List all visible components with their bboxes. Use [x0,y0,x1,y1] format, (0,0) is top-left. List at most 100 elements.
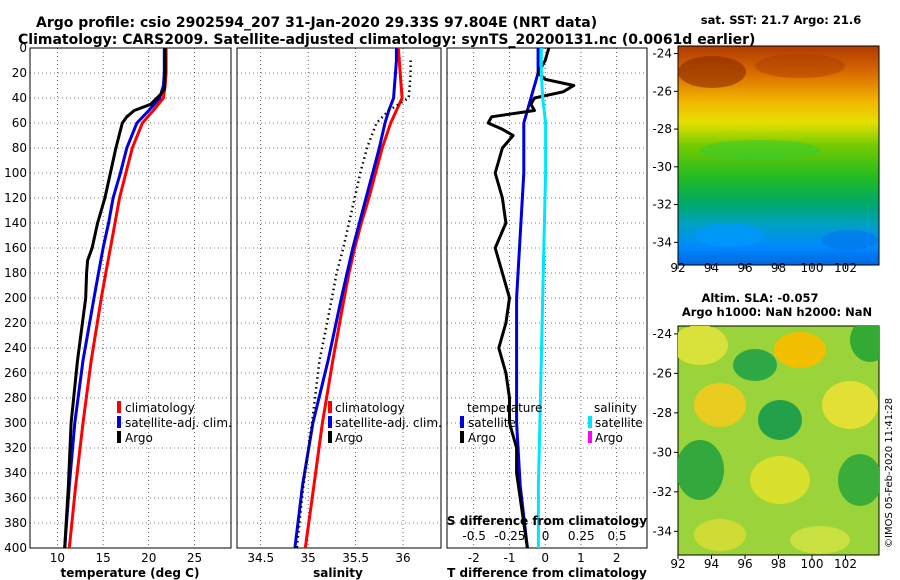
sla-high-patch [822,381,878,429]
x-tick-label: 2 [613,551,621,565]
series-line-argo [486,47,576,549]
legend-label-argo: Argo [125,431,153,445]
lon-tick-label: 102 [834,557,857,571]
lat-tick-label: -24 [652,327,672,341]
salinity-panel-frame [236,47,442,549]
sla-high-patch [750,456,810,504]
temperature-legend: climatology satellite-adj. clim. Argo [117,401,232,445]
legend-label-climatology: climatology [335,401,405,415]
sst-warm-patch [678,56,746,88]
sla-map-title-line2: Argo h1000: NaN h2000: NaN [682,305,872,319]
lat-tick-label: -26 [652,366,672,380]
legend-swatch-satellite [117,416,121,428]
sst-map-features [678,54,878,250]
depth-tick-label: 320 [4,441,27,455]
legend-label-satellite: satellite-adj. clim. [125,416,232,430]
x-tick-label: 15 [95,551,110,565]
sla-high-patch [790,526,850,554]
lon-tick-label: 100 [801,261,824,275]
depth-tick-label: 140 [4,216,27,230]
difference-top-xlabel: S difference from climatology [447,514,647,528]
depth-tick-label: 100 [4,166,27,180]
depth-tick-label: 160 [4,241,27,255]
depth-tick-label: 60 [12,116,27,130]
lon-tick-label: 92 [670,261,685,275]
depth-tick-label: 380 [4,516,27,530]
sla-low-patch [678,440,724,500]
series-line-satellite-adj-clim- [293,48,398,549]
legend-swatch-climatology [117,401,121,413]
difference-legend: temperature satellite Argo salinity sate… [460,401,643,445]
sst-band [700,140,820,160]
lon-tick-label: 92 [670,557,685,571]
legend-title-salinity: salinity [594,401,637,415]
sla-low-patch [758,400,802,440]
lat-tick-label: -28 [652,122,672,136]
lat-tick-label: -26 [652,84,672,98]
legend-swatch-s-satellite [588,416,592,428]
tick-layer: 0204060801001201401601802002202402602803… [4,41,626,565]
x-tick-label: 35 [301,551,316,565]
legend-title-temperature: temperature [467,401,542,415]
legend-swatch-s-argo [588,431,592,443]
sla-high-patch [694,519,746,551]
lat-tick-label: -32 [652,485,672,499]
sst-cool-patch [695,223,765,247]
legend-swatch-argo [117,431,121,443]
series-line-argo [295,60,412,549]
x-tick-label: 10 [50,551,65,565]
lon-tick-label: 102 [834,261,857,275]
x-tick-label: 0 [541,551,549,565]
depth-tick-label: 360 [4,491,27,505]
depth-tick-label: 280 [4,391,27,405]
x-tick-label: 34.5 [247,551,274,565]
legend-swatch-t-argo [460,431,464,443]
depth-tick-label: 180 [4,266,27,280]
salinity-xlabel: salinity [313,566,363,580]
lat-tick-label: -34 [652,235,672,249]
legend-swatch-satellite [328,416,332,428]
legend-label-t-argo: Argo [468,431,496,445]
lat-tick-label: -32 [652,198,672,212]
lat-tick-label: -24 [652,47,672,61]
lon-tick-label: 96 [737,557,752,571]
top-x-tick-label: 0 [542,529,550,543]
series-line-climatology [303,47,404,549]
sla-low-patch [838,454,879,506]
legend-swatch-argo [328,431,332,443]
depth-tick-label: 120 [4,191,27,205]
depth-tick-label: 0 [19,41,27,55]
sst-warm-patch [755,54,845,78]
series-line-satellite [515,48,540,549]
legend-swatch-climatology [328,401,332,413]
legend-label-s-satellite: satellite [595,416,643,430]
depth-tick-label: 40 [12,91,27,105]
top-x-tick-label: 0.25 [568,529,595,543]
lat-tick-label: -28 [652,406,672,420]
legend-label-climatology: climatology [125,401,195,415]
lat-tick-label: -30 [652,160,672,174]
sst-map-title: sat. SST: 21.7 Argo: 21.6 [701,13,861,27]
lon-tick-label: 94 [704,557,719,571]
top-x-tick-label: -0.25 [494,529,525,543]
series-line-salinity-satellite [536,48,548,548]
sla-map-features [678,326,879,554]
depth-tick-label: 80 [12,141,27,155]
x-tick-label: 1 [577,551,585,565]
x-tick-label: 25 [187,551,202,565]
x-tick-label: -1 [504,551,516,565]
lon-tick-label: 100 [801,557,824,571]
imos-timestamp: ©IMOS 05-Feb-2020 11:41:28 [884,398,895,548]
x-tick-label: 35.5 [342,551,369,565]
x-tick-label: -2 [468,551,480,565]
lat-tick-label: -34 [652,524,672,538]
depth-tick-label: 300 [4,416,27,430]
figure-title-line2: Climatology: CARS2009. Satellite-adjuste… [18,32,755,48]
series-line-argo [63,48,167,549]
sla-high-patch [678,326,728,365]
temperature-xlabel: temperature (deg C) [61,566,200,580]
top-x-tick-label: -0.5 [462,529,485,543]
x-tick-label: 20 [141,551,156,565]
sla-map-title-line1: Altim. SLA: -0.057 [701,291,818,305]
